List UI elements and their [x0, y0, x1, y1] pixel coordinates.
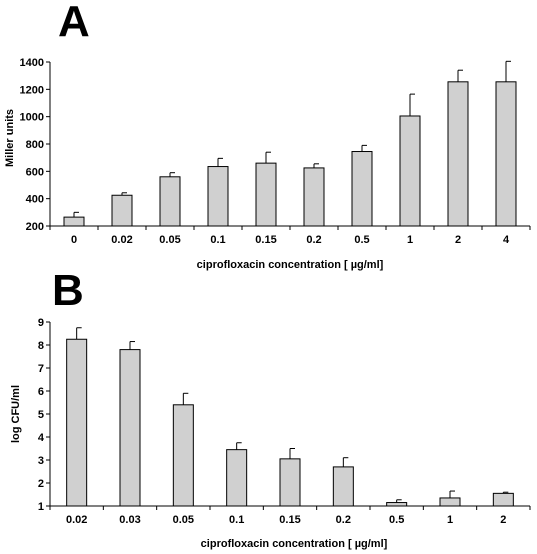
x-tick-label-b: 0.5: [389, 514, 404, 526]
y-tick-label-b: 9: [38, 317, 44, 329]
x-tick-label-a: 2: [455, 234, 461, 246]
bar-a: [255, 162, 277, 227]
y-tick-label-a: 1400: [20, 57, 44, 69]
bar-a: [447, 81, 469, 227]
x-tick-label-b: 2: [500, 514, 506, 526]
bar-a: [63, 216, 85, 227]
x-tick-label-a: 0.02: [111, 234, 132, 246]
bar-b: [279, 458, 301, 507]
bar-b: [226, 449, 248, 507]
y-tick-label-b: 8: [38, 340, 44, 352]
bar-a: [399, 115, 421, 227]
bar-b: [119, 349, 141, 507]
y-tick-label-b: 7: [38, 363, 44, 375]
panel-letter-a: A: [58, 0, 90, 46]
x-tick-label-b: 1: [447, 514, 453, 526]
bar-b: [492, 492, 514, 507]
y-tick-label-a: 1200: [20, 84, 44, 96]
y-tick-label-a: 200: [26, 221, 44, 233]
y-tick-label-a: 400: [26, 194, 44, 206]
bar-a: [159, 176, 181, 227]
x-tick-label-a: 0.2: [306, 234, 321, 246]
y-tick-label-b: 5: [38, 409, 44, 421]
y-axis-label-a: Miller units: [4, 109, 16, 167]
panel-letter-b: B: [52, 266, 84, 315]
plot-b: 1 2 3 4 5 6 7 8 9 0.02 0.03 0.05 0.1 0.15 0.2 0.5 1 2: [38, 317, 531, 526]
x-tick-label-b: 0.05: [173, 514, 194, 526]
x-tick-label-b: 0.02: [66, 514, 87, 526]
bar-b: [66, 338, 88, 507]
x-tick-label-a: 0: [71, 234, 77, 246]
x-axis-label-a: ciprofloxacin concentration [ µg/ml]: [197, 259, 384, 271]
x-tick-label-b: 0.15: [279, 514, 300, 526]
y-tick-label-a: 1000: [20, 112, 44, 124]
bar-a: [351, 151, 373, 227]
x-tick-label-b: 0.2: [336, 514, 351, 526]
bar-a: [111, 194, 133, 227]
x-tick-label-b: 0.03: [119, 514, 140, 526]
y-tick-label-b: 2: [38, 478, 44, 490]
bar-b: [172, 404, 194, 507]
x-tick-label-b: 0.1: [229, 514, 244, 526]
y-tick-label-b: 1: [38, 501, 44, 513]
y-axis-label-b: log CFU/ml: [10, 385, 22, 443]
plot-a: 200 400 600 800 1000 1200 1400 0 0.02 0.05 0.1 0.15…: [20, 57, 531, 246]
bar-a: [207, 166, 229, 227]
bar-a: [495, 81, 517, 227]
x-tick-label-a: 0.05: [159, 234, 180, 246]
panel-a: A 200 400 600 800 1000 1200 1400 0 0.02 0.05 0.1 0.…: [4, 0, 531, 271]
x-tick-label-a: 0.1: [210, 234, 225, 246]
y-tick-label-a: 800: [26, 139, 44, 151]
bar-b: [439, 497, 461, 507]
panel-b: B 1 2 3 4 5 6 7 8 9 0.02 0.03 0.05 0.1 0.15 0.2 0.5 1 2 l…: [10, 266, 531, 550]
x-tick-label-a: 0.15: [255, 234, 276, 246]
y-tick-label-a: 600: [26, 166, 44, 178]
x-axis-label-b: ciprofloxacin concentration [ µg/ml]: [201, 538, 388, 550]
bar-a: [303, 167, 325, 227]
bar-b: [332, 466, 354, 507]
y-tick-label-b: 4: [38, 432, 45, 444]
y-tick-label-b: 3: [38, 455, 44, 467]
x-tick-label-a: 1: [407, 234, 413, 246]
x-tick-label-a: 4: [503, 234, 510, 246]
bar-b: [386, 502, 408, 507]
y-tick-label-b: 6: [38, 386, 44, 398]
x-tick-label-a: 0.5: [354, 234, 369, 246]
